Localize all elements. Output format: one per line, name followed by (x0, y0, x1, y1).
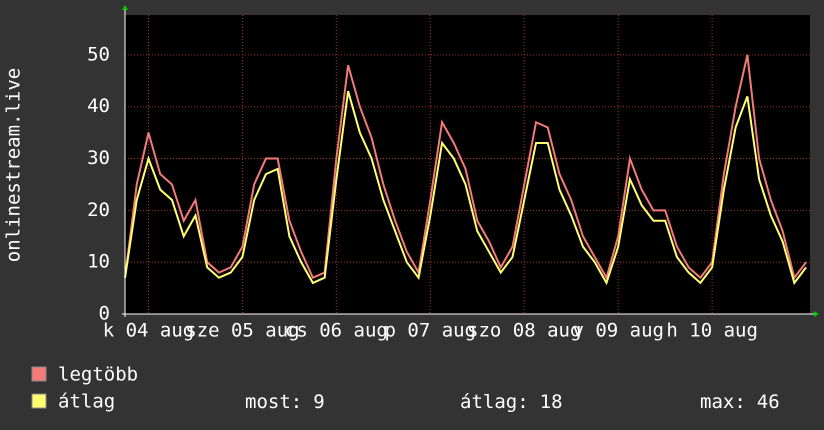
stat-value: 18 (540, 391, 563, 413)
series-line (124, 54, 807, 281)
x-tick-label: k 04 aug (103, 320, 195, 342)
stat-label: max: (700, 391, 746, 413)
y-axis-label: onlinestream.live (3, 68, 25, 262)
legend-label: átlag (58, 391, 115, 413)
y-tick-label: 30 (87, 147, 110, 169)
lines (124, 54, 807, 286)
y-tick-label: 50 (87, 43, 110, 65)
stat-label: átlag: (460, 391, 529, 413)
x-tick-label: p 07 aug (385, 320, 477, 342)
x-tick-label: cs 06 aug (285, 320, 388, 342)
stat: átlag: 18 (460, 391, 563, 413)
stat-value: 9 (313, 391, 324, 413)
x-arrow (814, 311, 819, 317)
series-line (124, 90, 807, 286)
legend: legtöbb átlag most: 9 átlag: 18 max: 46 (31, 364, 780, 413)
y-tick-label: 0 (99, 303, 110, 325)
y-arrow (122, 5, 128, 10)
x-tick-label: h 10 aug (666, 320, 758, 342)
legend-swatch (31, 366, 47, 382)
plot-area (125, 15, 810, 314)
x-tick-label: v 09 aug (572, 320, 664, 342)
x-tick-label: sze 05 aug (185, 320, 299, 342)
stat: most: 9 (245, 391, 325, 413)
grid (125, 15, 810, 315)
legend-label: legtöbb (58, 364, 138, 386)
legend-swatch (31, 393, 47, 409)
x-tick-label: szo 08 aug (467, 320, 581, 342)
stat: max: 46 (700, 391, 780, 413)
stat-label: most: (245, 391, 302, 413)
y-tick-label: 40 (87, 95, 110, 117)
stat-value: 46 (757, 391, 780, 413)
y-tick-label: 20 (87, 199, 110, 221)
y-tick-label: 10 (87, 251, 110, 273)
